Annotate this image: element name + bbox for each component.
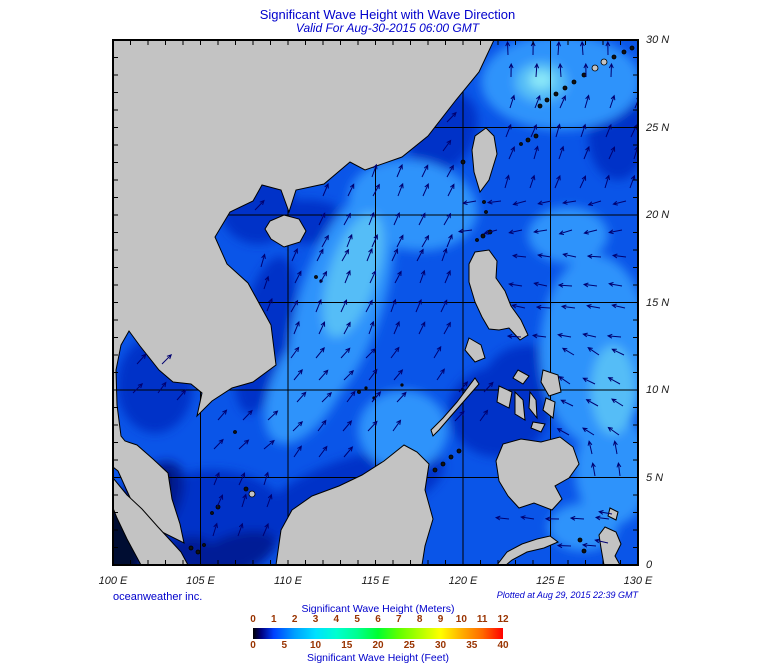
landmasses xyxy=(113,40,622,565)
frame-ticks xyxy=(113,40,638,565)
meters-tick-3: 3 xyxy=(312,614,319,625)
meters-tick-0: 0 xyxy=(250,614,256,625)
legend-colorbar xyxy=(253,628,503,639)
feet-tick-15: 15 xyxy=(341,640,353,651)
oceanweather-credit: oceanweather inc. xyxy=(113,591,203,603)
page-title: Significant Wave Height with Wave Direct… xyxy=(259,7,516,22)
map-content xyxy=(113,40,638,565)
lon-label-125E: 125 E xyxy=(536,575,565,587)
meters-tick-12: 12 xyxy=(497,614,509,625)
small-islands xyxy=(188,45,635,555)
feet-tick-25: 25 xyxy=(403,640,415,651)
legend-feet-title: Significant Wave Height (Feet) xyxy=(306,652,449,664)
lon-label-110E: 110 E xyxy=(274,575,302,587)
lon-label-115E: 115 E xyxy=(361,575,390,587)
meters-tick-2: 2 xyxy=(291,614,298,625)
meters-tick-6: 6 xyxy=(375,614,381,625)
lon-label-120E: 120 E xyxy=(448,575,478,587)
feet-tick-0: 0 xyxy=(250,640,256,651)
lat-label-20N: 20 N xyxy=(646,209,670,221)
meters-tick-4: 4 xyxy=(333,614,340,625)
lat-label-0: 0 xyxy=(646,559,653,571)
meters-tick-7: 7 xyxy=(396,614,402,625)
lat-label-25N: 25 N xyxy=(646,121,670,134)
feet-tick-30: 30 xyxy=(434,640,447,651)
meters-tick-9: 9 xyxy=(437,614,444,625)
feet-tick-40: 40 xyxy=(497,640,509,651)
lon-label-130E: 130 E xyxy=(623,575,653,587)
feet-tick-10: 10 xyxy=(309,640,322,651)
lat-label-5N: 5 N xyxy=(646,471,664,484)
feet-tick-5: 5 xyxy=(281,640,288,651)
meters-tick-11: 11 xyxy=(476,614,488,625)
lat-label-10N: 10 N xyxy=(646,384,670,396)
plotted-timestamp: Plotted at Aug 29, 2015 22:39 GMT xyxy=(496,590,638,600)
lon-label-105E: 105 E xyxy=(186,575,215,587)
meters-tick-1: 1 xyxy=(271,614,277,625)
lat-label-15N: 15 N xyxy=(646,296,670,309)
wave-direction-arrows xyxy=(132,40,638,549)
valid-time-subtitle: Valid For Aug-30-2015 06:00 GMT xyxy=(295,21,480,35)
lat-label-30N: 30 N xyxy=(646,34,670,46)
meters-tick-10: 10 xyxy=(455,614,467,625)
feet-tick-20: 20 xyxy=(372,640,384,651)
meters-tick-8: 8 xyxy=(416,614,423,625)
legend-meters-title: Significant Wave Height (Meters) xyxy=(301,603,455,615)
lon-label-100E: 100 E xyxy=(98,575,128,587)
feet-tick-35: 35 xyxy=(466,640,478,651)
meters-tick-5: 5 xyxy=(354,614,360,625)
